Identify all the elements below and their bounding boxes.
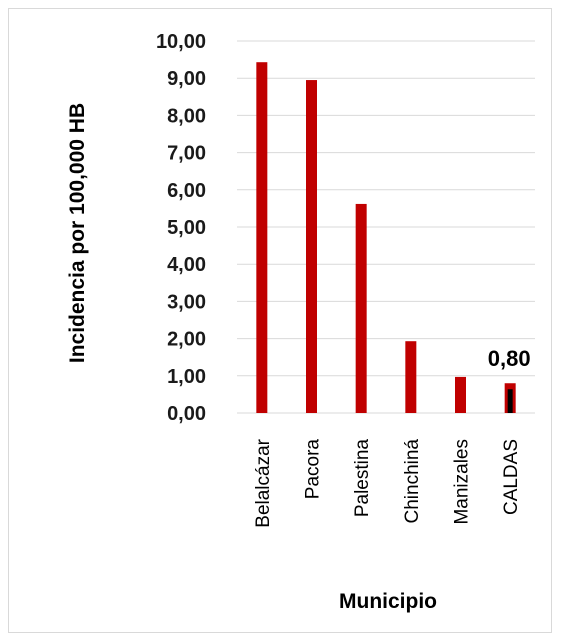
- y-tick-label: 5,00: [167, 217, 206, 239]
- y-tick-label: 7,00: [167, 143, 206, 165]
- category-labels: Belalcázar Pacora Palestina Chinchiná Maniza…: [253, 438, 522, 527]
- data-labels: 0,80: [488, 346, 531, 371]
- bar-pacora: [306, 80, 317, 413]
- category-label: Chinchiná: [402, 439, 423, 524]
- bar-palestina: [355, 203, 367, 413]
- bar-highlight: [507, 389, 513, 413]
- bar-belalcázar: [256, 62, 268, 413]
- y-tick-label: 6,00: [167, 180, 206, 202]
- y-tick-label: 4,00: [167, 254, 206, 276]
- data-label: 0,80: [488, 346, 531, 371]
- y-axis-label: Incidencia por 100,000 HB: [66, 103, 89, 363]
- chart-frame: [8, 8, 552, 633]
- y-tick-label: 2,00: [167, 329, 206, 351]
- bar-manizales: [455, 376, 466, 413]
- category-label: Manizales: [452, 439, 473, 525]
- bars: [256, 62, 516, 413]
- y-tick-label: 9,00: [167, 68, 206, 90]
- x-axis-label: Municipio: [339, 590, 437, 613]
- category-label: Palestina: [352, 439, 373, 518]
- y-tick-labels: 0,00 1,00 2,00 3,00 4,00 5,00 6,00 7,00 8,00 9,00…: [156, 31, 206, 425]
- y-tick-label: 1,00: [167, 366, 206, 388]
- gridlines: [237, 40, 535, 414]
- category-label: Pacora: [303, 439, 324, 500]
- bar-chinchiná: [405, 341, 417, 413]
- y-tick-label: 8,00: [167, 105, 206, 127]
- y-tick-label: 10,00: [156, 31, 206, 53]
- category-label: CALDAS: [501, 439, 522, 515]
- y-tick-label: 3,00: [167, 291, 206, 313]
- category-label: Belalcázar: [253, 438, 274, 527]
- y-tick-label: 0,00: [167, 403, 206, 425]
